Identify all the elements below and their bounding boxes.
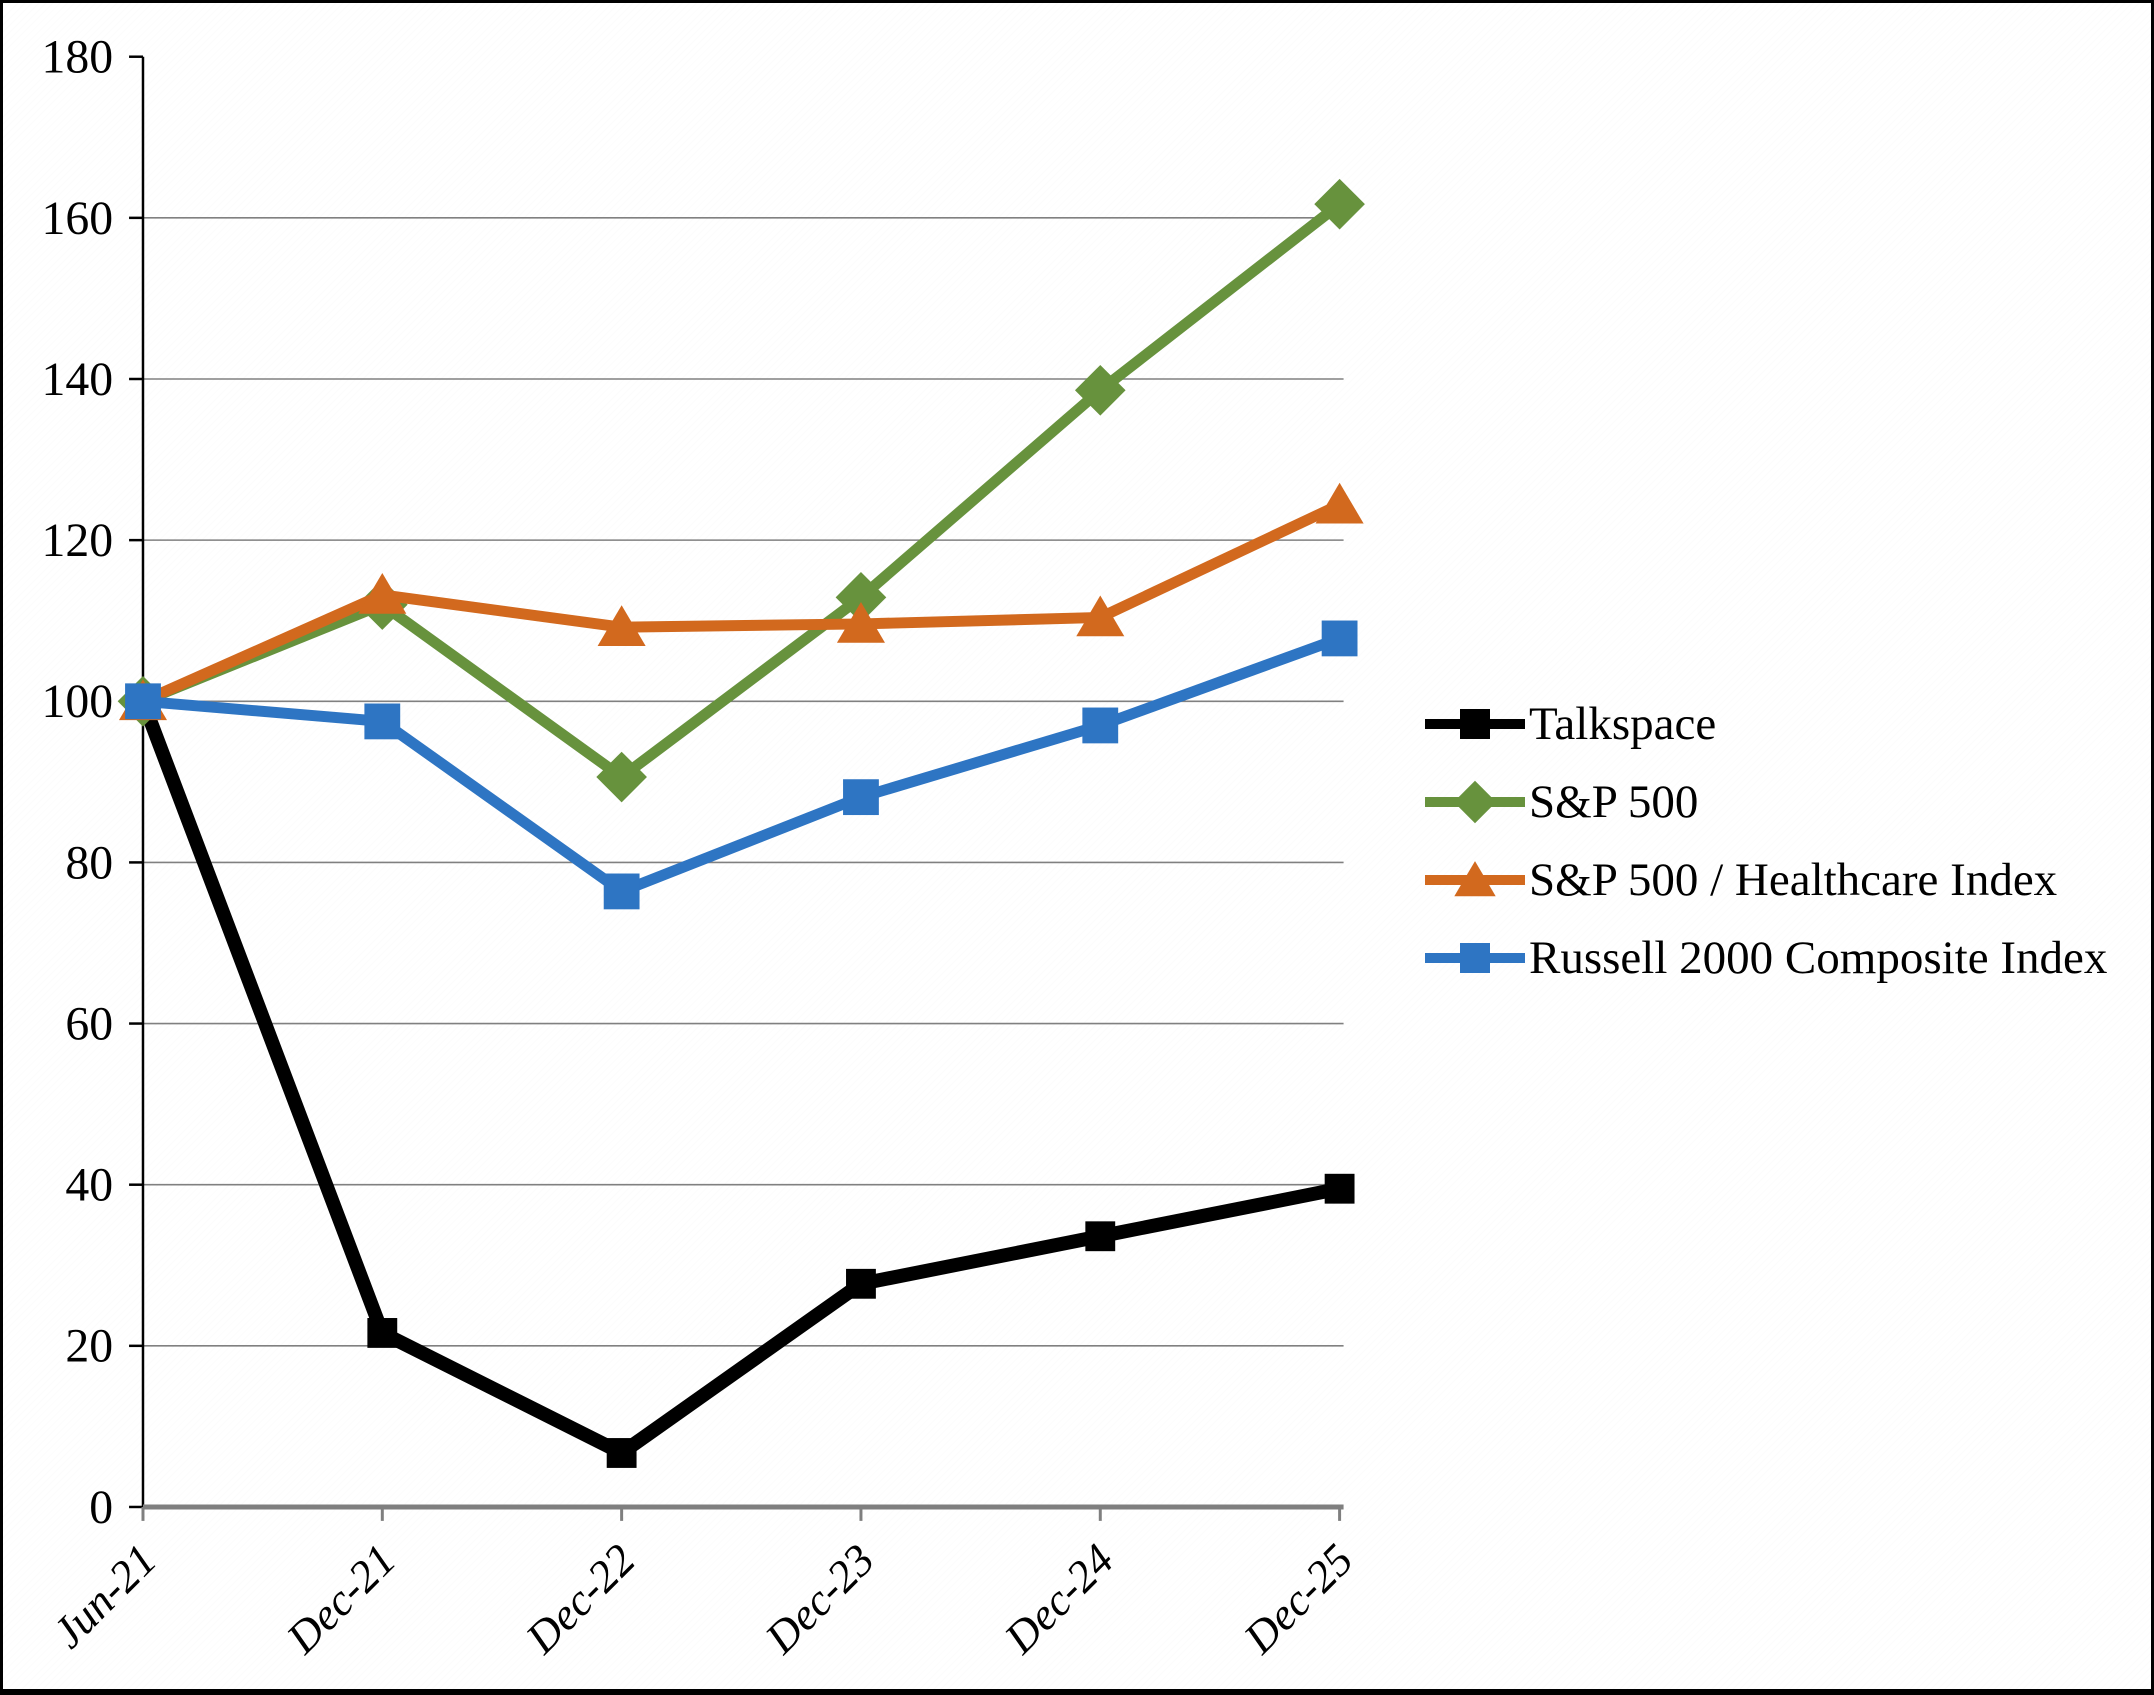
y-tick-label: 80 xyxy=(65,836,113,889)
x-tick-label: Dec-23 xyxy=(755,1534,884,1663)
y-tick-label: 40 xyxy=(65,1159,113,1212)
data-point xyxy=(596,751,647,803)
x-tick-label: Dec-24 xyxy=(994,1534,1123,1663)
chart-legend: Talkspace S&P 500 S&P 500 / Healthcare I… xyxy=(1425,698,2108,984)
data-point xyxy=(603,873,640,910)
series-1 xyxy=(117,178,1365,803)
legend-label-talkspace: Talkspace xyxy=(1529,698,1717,750)
y-tick-label: 20 xyxy=(65,1320,113,1373)
data-point xyxy=(358,572,407,614)
x-tick-label: Dec-22 xyxy=(515,1534,644,1663)
legend-item-sp500-healthcare: S&P 500 / Healthcare Index xyxy=(1425,854,2107,906)
data-point xyxy=(1315,482,1364,524)
data-point xyxy=(1076,595,1125,637)
russell-2000-series-marker-icon xyxy=(1425,943,1525,973)
data-point xyxy=(1324,1173,1355,1204)
data-point xyxy=(843,779,879,816)
sp500-healthcare-series-marker-icon xyxy=(1425,861,1525,897)
x-tick-label: Jun-21 xyxy=(43,1534,166,1657)
series-line-0 xyxy=(136,698,1341,1462)
data-point xyxy=(1082,707,1119,744)
data-point xyxy=(606,1438,637,1468)
legend-item-russell-2000: Russell 2000 Composite Index xyxy=(1425,932,2108,984)
series-line-2 xyxy=(140,499,1342,707)
y-tick-label: 100 xyxy=(42,675,114,728)
y-tick-label: 180 xyxy=(42,31,114,84)
data-point xyxy=(1314,178,1365,230)
data-point xyxy=(836,601,885,643)
y-tick-label: 120 xyxy=(42,514,114,567)
data-point xyxy=(1321,620,1358,657)
series-0 xyxy=(128,686,1355,1468)
data-point xyxy=(1460,943,1490,973)
x-tick-label: Dec-21 xyxy=(276,1534,405,1663)
data-point xyxy=(367,1318,398,1348)
data-point xyxy=(835,572,887,623)
legend-item-talkspace: Talkspace xyxy=(1425,698,2107,750)
talkspace-series-marker-icon xyxy=(1425,709,1525,739)
y-tick-label: 160 xyxy=(42,192,114,245)
series-3 xyxy=(125,620,1358,910)
legend-label-sp500-healthcare: S&P 500 / Healthcare Index xyxy=(1529,854,2058,906)
data-point xyxy=(597,605,646,646)
x-tick-label: Dec-25 xyxy=(1233,1534,1362,1663)
data-point xyxy=(125,683,161,720)
series-line-1 xyxy=(140,199,1343,784)
data-point xyxy=(1085,1221,1116,1252)
performance-line-chart: 0 20 40 60 80 100 120 140 160 180 Jun-21 Dec-21 Dec-… xyxy=(42,31,1365,1664)
data-point xyxy=(1074,364,1126,416)
legend-label-russell-2000: Russell 2000 Composite Index xyxy=(1529,932,2108,984)
data-point xyxy=(364,703,401,740)
legend-item-sp500: S&P 500 xyxy=(1425,776,2107,828)
data-point xyxy=(1453,780,1497,824)
series-line-3 xyxy=(142,633,1342,898)
data-point xyxy=(1460,709,1490,739)
legend-label-sp500: S&P 500 xyxy=(1529,776,1699,828)
data-point xyxy=(846,1268,876,1299)
y-tick-label: 0 xyxy=(89,1481,113,1534)
y-tick-label: 140 xyxy=(42,353,114,406)
sp500-series-marker-icon xyxy=(1425,780,1525,824)
data-point xyxy=(1454,861,1496,897)
y-tick-label: 60 xyxy=(65,997,113,1050)
